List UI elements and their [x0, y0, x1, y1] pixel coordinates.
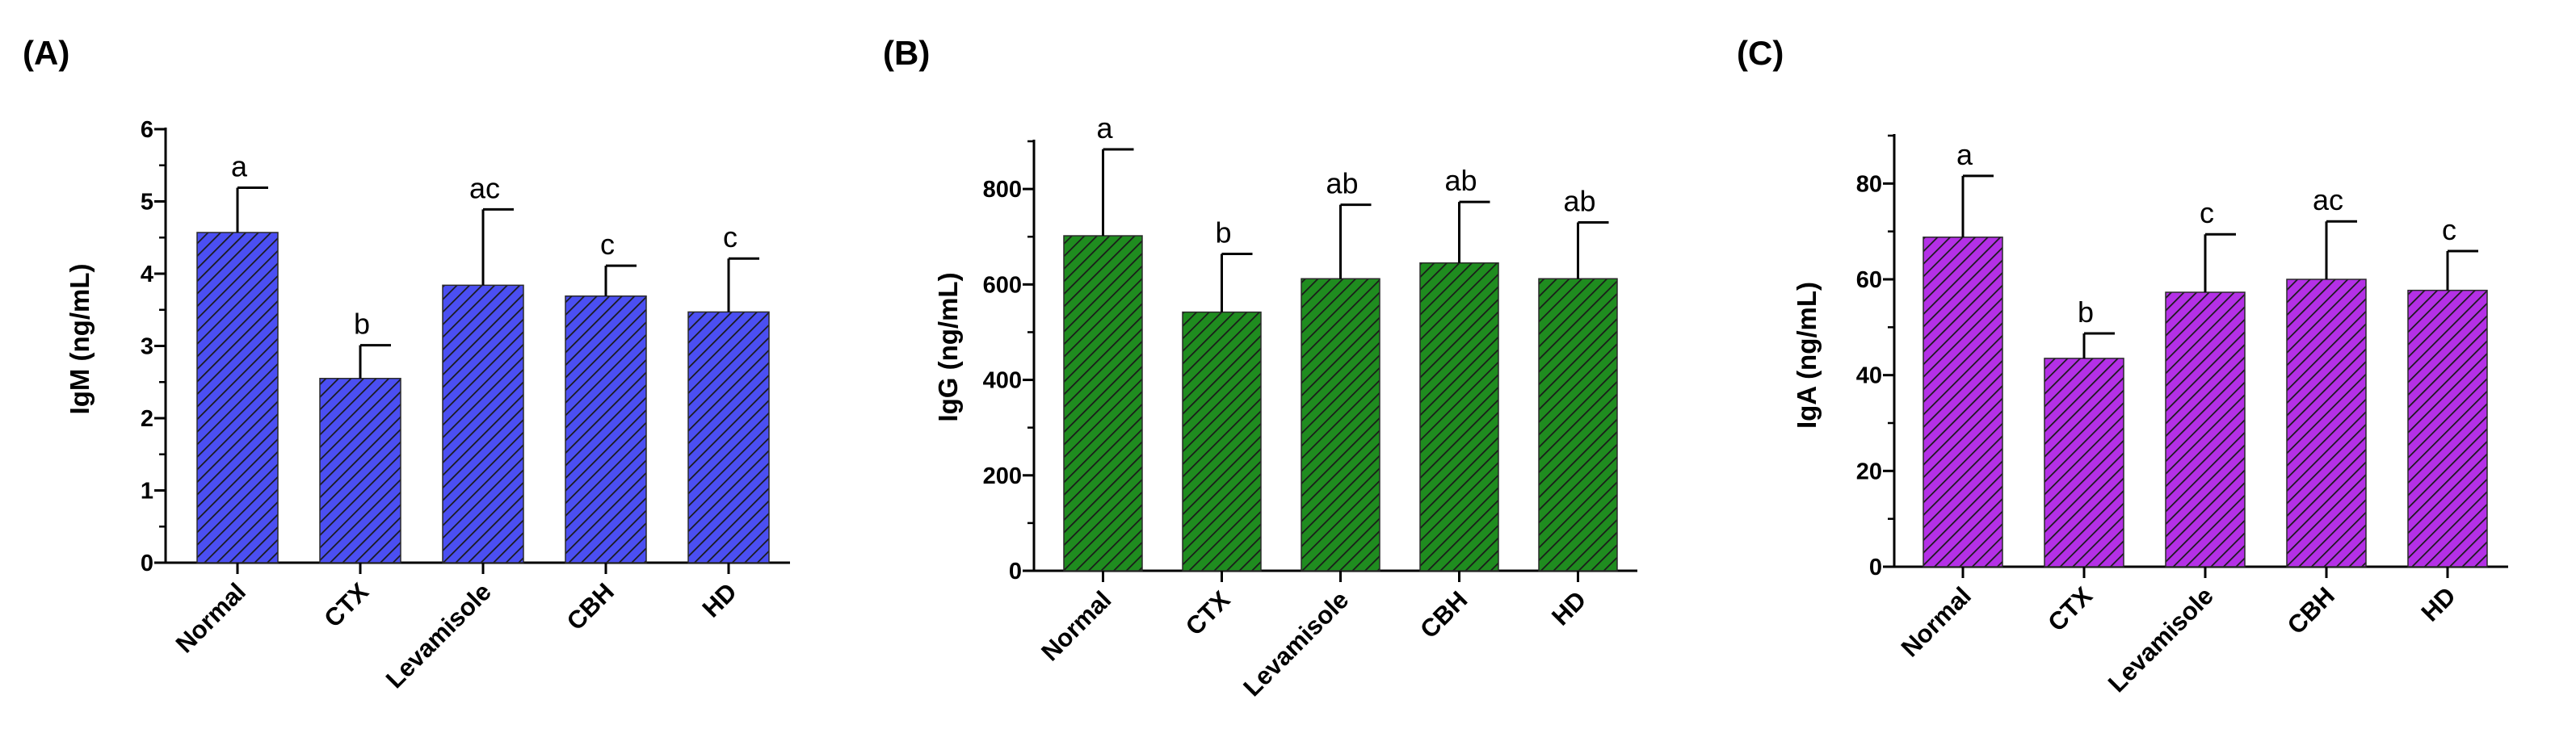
x-category-label: CTX	[2042, 581, 2098, 637]
x-category-label: HD	[1546, 585, 1591, 631]
significance-label: a	[1956, 138, 1973, 171]
bar	[1538, 278, 1618, 572]
bar	[196, 232, 279, 564]
significance-label: a	[231, 149, 248, 182]
y-tick-label: 1	[141, 479, 153, 505]
x-category-label: HD	[2416, 581, 2461, 626]
bar	[1419, 262, 1499, 572]
x-category-label: CBH	[2282, 581, 2340, 639]
significance-label: ac	[2313, 183, 2343, 216]
x-category-label: Normal	[1896, 581, 1977, 662]
y-tick-label: 20	[1856, 459, 1882, 484]
y-tick-label: 200	[983, 463, 1022, 489]
x-category-label: Normal	[170, 577, 251, 658]
y-axis-title: IgG (ng/mL)	[933, 272, 963, 421]
bar	[2165, 291, 2246, 568]
x-category-label: Levamisole	[1238, 585, 1354, 702]
y-tick-label: 4	[141, 262, 153, 287]
significance-label: ab	[1563, 184, 1595, 217]
significance-label: b	[2078, 295, 2094, 329]
panel-c: (C) IgA (ng/mL) 0 20 40 60 80 a Normal b CTX c Lev…	[1737, 34, 2508, 698]
y-tick-label: 80	[1856, 171, 1882, 197]
bar	[2407, 289, 2488, 568]
significance-label: c	[600, 228, 615, 261]
bar	[1063, 235, 1143, 572]
significance-label: c	[2442, 213, 2456, 246]
x-category-label: Levamisole	[2103, 581, 2219, 698]
panel-label: (A)	[23, 34, 69, 72]
panel-b: (B) IgG (ng/mL) 0 200 400 600 800 a Normal b CTX…	[883, 34, 1637, 702]
x-category-label: CBH	[561, 577, 620, 635]
y-tick-label: 0	[1869, 555, 1882, 580]
significance-label: b	[1215, 216, 1231, 249]
x-category-label: CBH	[1414, 585, 1473, 643]
y-axis-title: IgA (ng/mL)	[1792, 282, 1822, 429]
x-category-label: CTX	[1180, 585, 1236, 641]
y-tick-label: 40	[1856, 363, 1882, 389]
x-category-label: Levamisole	[380, 577, 497, 693]
bar	[687, 311, 770, 564]
significance-label: ac	[469, 171, 500, 204]
panel-label: (B)	[883, 34, 930, 72]
bar	[1301, 278, 1380, 572]
significance-label: ab	[1444, 164, 1477, 197]
y-tick-label: 800	[983, 177, 1022, 203]
y-tick-label: 60	[1856, 267, 1882, 293]
bar	[442, 284, 524, 564]
bar	[565, 295, 647, 564]
y-tick-label: 0	[1009, 559, 1022, 584]
y-tick-label: 5	[141, 190, 153, 216]
significance-label: a	[1096, 111, 1113, 145]
x-category-label: HD	[697, 577, 742, 622]
significance-label: ab	[1326, 167, 1358, 200]
x-category-label: CTX	[318, 577, 374, 633]
panel-label: (C)	[1737, 34, 1784, 72]
x-category-label: Normal	[1036, 585, 1116, 666]
bar	[2044, 358, 2124, 568]
significance-label: c	[723, 220, 738, 253]
panel-a: (A) IgM (ng/mL) 0 1 2 3 4 5 6 a Normal b CTX ac Leva…	[23, 34, 790, 693]
y-tick-label: 0	[141, 551, 153, 576]
y-axis-title: IgM (ng/mL)	[65, 264, 95, 415]
y-tick-label: 6	[141, 117, 153, 143]
bar	[1182, 311, 1262, 572]
bar	[1923, 237, 2003, 568]
bar	[2286, 279, 2367, 568]
y-tick-label: 3	[141, 334, 153, 360]
y-tick-label: 2	[141, 406, 153, 432]
y-tick-label: 600	[983, 272, 1022, 298]
significance-label: c	[2200, 196, 2214, 229]
significance-label: b	[354, 308, 370, 341]
bar	[319, 378, 401, 564]
y-tick-label: 400	[983, 368, 1022, 394]
